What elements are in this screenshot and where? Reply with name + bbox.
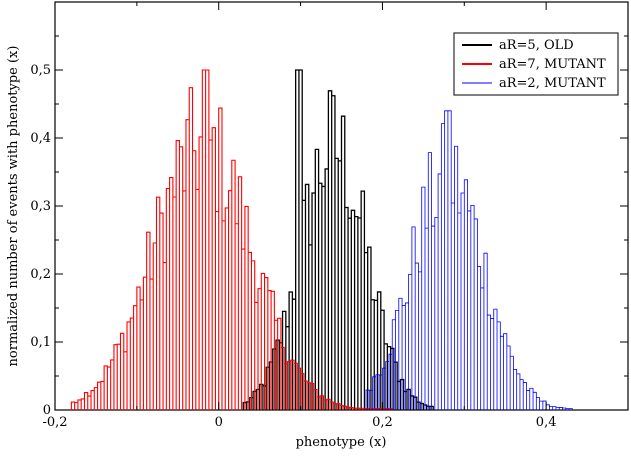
y-tick-label: 0,5	[30, 63, 51, 78]
legend: aR=5, OLD aR=7, MUTANT aR=2, MUTANT	[453, 32, 619, 96]
legend-label-mutant-2: aR=2, MUTANT	[499, 76, 606, 91]
x-tick-label: -0,2	[42, 415, 67, 430]
y-axis: 0 0,1 0,2 0,3 0,4 0,5	[30, 35, 628, 418]
y-tick-label: 0,4	[30, 131, 51, 146]
y-tick-label: 0,3	[30, 199, 51, 214]
y-tick-label: 0,1	[30, 335, 51, 350]
y-tick-label: 0	[43, 403, 51, 418]
legend-label-old: aR=5, OLD	[499, 38, 574, 53]
x-tick-label: 0,2	[372, 415, 393, 430]
y-tick-label: 0,2	[30, 267, 51, 282]
histogram-bars	[70, 69, 393, 410]
x-tick-label: 0,4	[536, 415, 557, 430]
y-axis-title: normalized number of events with phenoty…	[6, 46, 21, 367]
series-mutant-7-histogram	[70, 69, 393, 410]
x-axis: -0,2 0 0,2 0,4	[42, 2, 556, 430]
x-axis-title: phenotype (x)	[296, 435, 387, 450]
legend-label-mutant-7: aR=7, MUTANT	[499, 57, 606, 72]
histogram-bars	[365, 110, 573, 410]
x-tick-label: 0	[215, 415, 223, 430]
series-mutant-2-histogram	[365, 110, 573, 410]
